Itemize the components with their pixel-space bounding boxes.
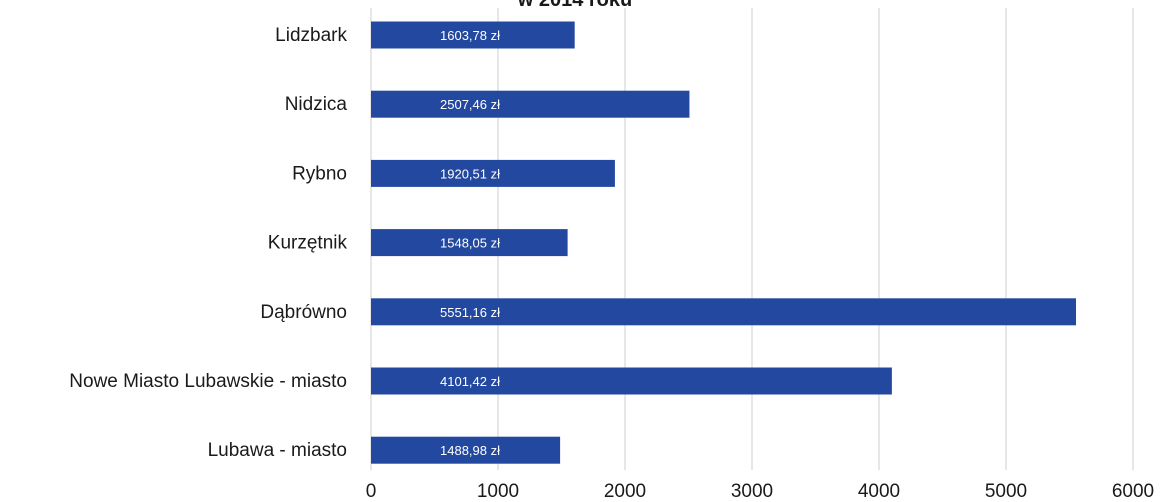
bars [371, 21, 1076, 464]
category-label-6: Lubawa - miasto [208, 440, 347, 461]
gridlines [370, 8, 1134, 470]
x-tick-2000: 2000 [604, 481, 646, 502]
category-label-1: Nidzica [285, 94, 348, 115]
bar-1 [371, 90, 690, 118]
x-tick-labels: 0 1000 2000 3000 4000 5000 6000 [366, 481, 1154, 502]
x-tick-6000: 6000 [1112, 481, 1154, 502]
x-tick-3000: 3000 [731, 481, 773, 502]
data-label-2: 1920,51 zł [440, 166, 500, 181]
x-tick-4000: 4000 [858, 481, 900, 502]
bar-6 [371, 436, 561, 464]
x-tick-1000: 1000 [477, 481, 519, 502]
bar-3 [371, 229, 568, 257]
data-label-5: 4101,42 zł [440, 374, 500, 389]
category-label-4: Dąbrówno [260, 302, 347, 323]
data-label-1: 2507,46 zł [440, 97, 500, 112]
bar-4 [371, 298, 1076, 326]
data-label-6: 1488,98 zł [440, 443, 500, 458]
data-labels: 1603,78 zł 2507,46 zł 1920,51 zł 1548,05 zł… [440, 28, 500, 458]
chart-title: w 2014 roku [517, 0, 633, 11]
category-label-5: Nowe Miasto Lubawskie - miasto [69, 371, 347, 392]
x-tick-5000: 5000 [985, 481, 1027, 502]
bar-5 [371, 367, 892, 395]
category-label-0: Lidzbark [275, 25, 347, 46]
data-label-4: 5551,16 zł [440, 305, 500, 320]
category-labels: Lidzbark Nidzica Rybno Kurzętnik Dąbrówno Now… [69, 25, 347, 461]
x-tick-0: 0 [366, 481, 377, 502]
data-label-3: 1548,05 zł [440, 236, 500, 251]
data-label-0: 1603,78 zł [440, 28, 500, 43]
category-label-2: Rybno [292, 163, 347, 184]
bar-2 [371, 159, 615, 187]
bar-0 [371, 21, 575, 49]
category-label-3: Kurzętnik [268, 233, 348, 254]
